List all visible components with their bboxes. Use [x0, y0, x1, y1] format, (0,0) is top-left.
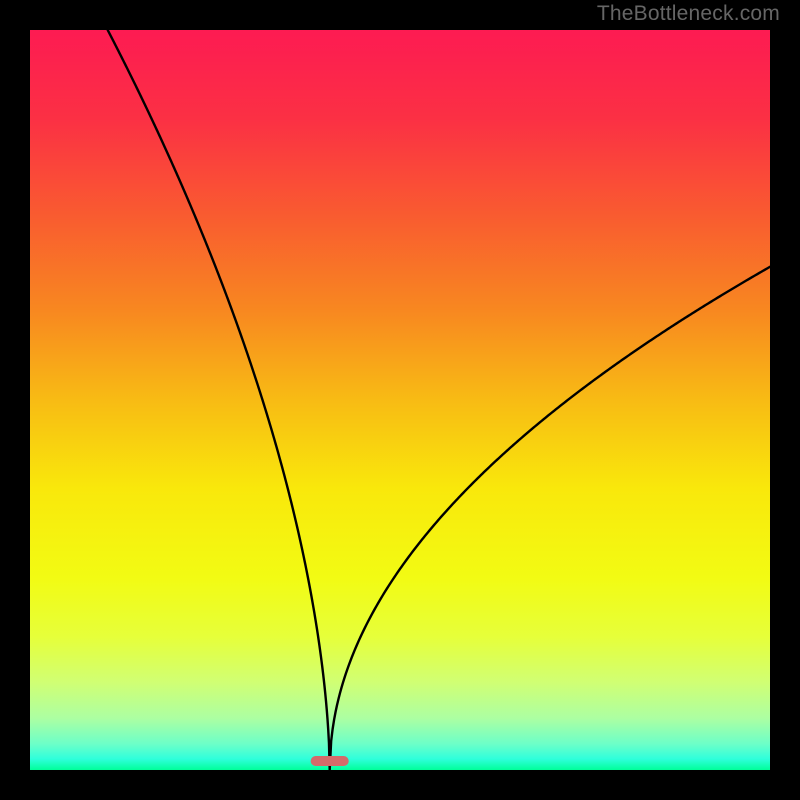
- watermark-text: TheBottleneck.com: [597, 2, 780, 26]
- bottleneck-chart: [0, 0, 800, 800]
- gradient-background: [30, 30, 770, 770]
- image-frame: TheBottleneck.com: [0, 0, 800, 800]
- notch-marker: [311, 756, 349, 766]
